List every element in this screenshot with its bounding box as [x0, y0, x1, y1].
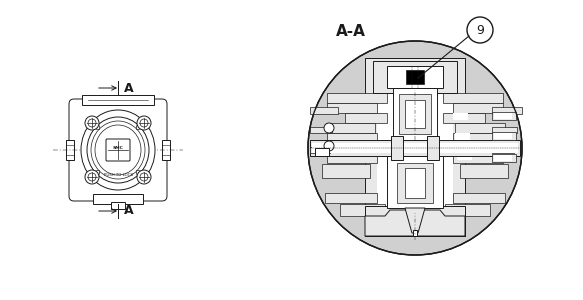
- Bar: [393, 88, 437, 140]
- Polygon shape: [365, 210, 465, 236]
- Polygon shape: [405, 208, 425, 233]
- Bar: [413, 230, 417, 236]
- Ellipse shape: [81, 110, 155, 190]
- Bar: [397, 163, 433, 203]
- Bar: [315, 148, 329, 156]
- Bar: [82, 95, 154, 105]
- Bar: [332, 143, 387, 153]
- Bar: [162, 140, 170, 160]
- Bar: [443, 113, 485, 123]
- Bar: [340, 204, 385, 216]
- Circle shape: [85, 170, 99, 184]
- Bar: [310, 140, 520, 156]
- Bar: [492, 147, 514, 153]
- Bar: [406, 70, 424, 84]
- Bar: [322, 164, 370, 178]
- Bar: [373, 61, 457, 93]
- Bar: [387, 156, 443, 208]
- Bar: [453, 153, 503, 163]
- Bar: [457, 153, 472, 160]
- Text: A: A: [124, 82, 134, 94]
- Ellipse shape: [87, 117, 149, 183]
- Bar: [327, 103, 377, 113]
- Bar: [325, 193, 377, 203]
- Bar: [377, 64, 453, 230]
- Bar: [387, 66, 443, 88]
- Circle shape: [324, 141, 334, 151]
- Bar: [405, 100, 425, 128]
- Bar: [453, 133, 505, 143]
- Circle shape: [88, 173, 96, 181]
- Wedge shape: [136, 170, 141, 175]
- Bar: [312, 143, 518, 153]
- Bar: [492, 154, 516, 162]
- Bar: [445, 204, 490, 216]
- Bar: [443, 93, 503, 103]
- Bar: [405, 168, 425, 198]
- Bar: [310, 147, 330, 153]
- Bar: [453, 103, 503, 113]
- Bar: [310, 127, 332, 133]
- Bar: [327, 93, 387, 103]
- Circle shape: [85, 116, 99, 130]
- Wedge shape: [136, 125, 141, 130]
- Bar: [345, 113, 387, 123]
- Circle shape: [308, 41, 522, 255]
- Circle shape: [137, 116, 151, 130]
- Bar: [93, 194, 143, 204]
- Bar: [391, 136, 403, 160]
- Bar: [427, 136, 439, 160]
- Bar: [494, 133, 512, 139]
- Bar: [453, 193, 505, 203]
- Bar: [492, 112, 516, 120]
- Circle shape: [324, 123, 334, 133]
- Bar: [443, 143, 498, 153]
- Bar: [111, 202, 125, 209]
- Circle shape: [140, 119, 148, 127]
- FancyBboxPatch shape: [69, 99, 167, 201]
- Bar: [327, 153, 377, 163]
- Bar: [327, 133, 377, 143]
- Text: SMC: SMC: [113, 146, 124, 150]
- Text: 9: 9: [476, 23, 484, 37]
- Wedge shape: [96, 170, 100, 175]
- Text: A-A: A-A: [336, 24, 366, 39]
- Bar: [455, 123, 505, 133]
- Bar: [453, 113, 468, 120]
- Bar: [494, 155, 512, 161]
- Bar: [365, 58, 465, 236]
- Circle shape: [140, 173, 148, 181]
- Wedge shape: [96, 125, 100, 130]
- Bar: [365, 206, 465, 236]
- Bar: [66, 140, 74, 160]
- Circle shape: [137, 170, 151, 184]
- Bar: [327, 123, 375, 133]
- Bar: [492, 127, 517, 133]
- Bar: [492, 132, 516, 140]
- Bar: [494, 113, 512, 119]
- Bar: [492, 106, 522, 113]
- Text: PUSH TO LOCK: PUSH TO LOCK: [104, 173, 132, 177]
- Bar: [460, 164, 508, 178]
- Circle shape: [88, 119, 96, 127]
- Text: A: A: [124, 205, 134, 218]
- Circle shape: [467, 17, 493, 43]
- FancyBboxPatch shape: [106, 139, 130, 161]
- Bar: [310, 106, 338, 113]
- Bar: [399, 94, 431, 134]
- Bar: [455, 133, 470, 140]
